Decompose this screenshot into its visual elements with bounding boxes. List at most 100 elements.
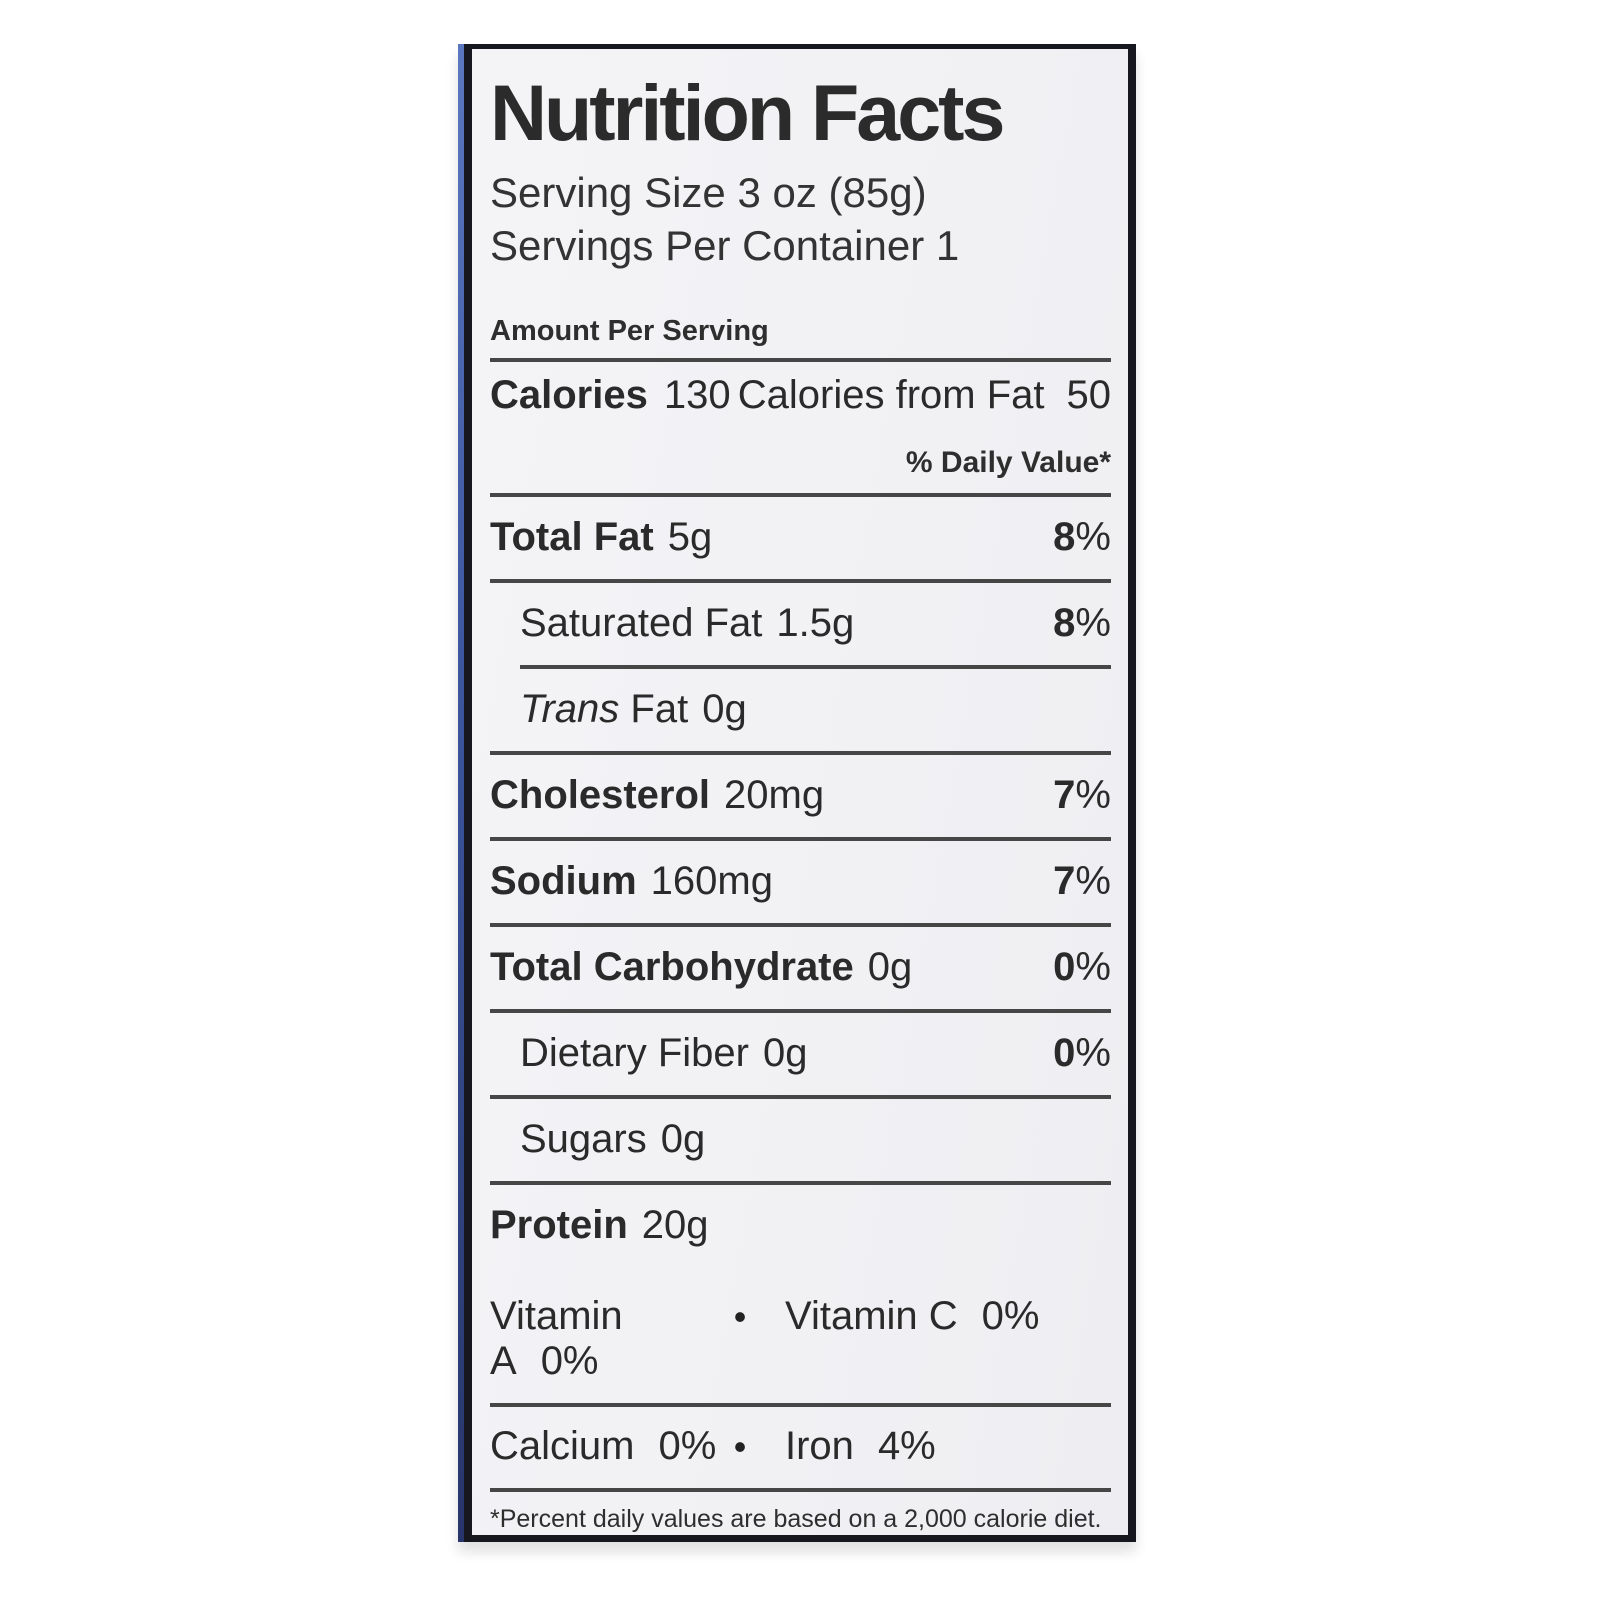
calories-label: Calories — [490, 373, 648, 418]
calories-from-fat: Calories from Fat 50 — [738, 373, 1111, 418]
daily-value-number: 8 — [1053, 515, 1076, 560]
micronutrient-value: 4% — [877, 1424, 936, 1469]
daily-value-header: % Daily Value* — [905, 446, 1111, 480]
rule — [520, 665, 1111, 670]
calories-from-fat-label: Calories from Fat — [737, 373, 1045, 418]
nutrient-amount: 0g — [867, 945, 913, 990]
nutrient-amount: 20g — [641, 1203, 709, 1248]
micronutrient-name: Vitamin C — [785, 1294, 958, 1339]
daily-value-number: 8 — [1053, 601, 1076, 646]
servings-per-container-line: Servings Per Container 1 — [490, 222, 960, 270]
nutrient-name-amount: Saturated Fat 1.5g — [520, 601, 854, 646]
micronutrient-row: Calcium 0% • Iron 4% — [490, 1407, 1111, 1488]
serving-size-line: Serving Size 3 oz (85g) — [490, 168, 927, 216]
nutrient-name: Sodium — [490, 859, 637, 904]
daily-value-percent-sign: % — [1075, 859, 1111, 904]
nutrient-row: Cholesterol 20mg 7% — [490, 755, 1111, 837]
nutrient-name: Protein — [490, 1203, 628, 1248]
nutrient-name-amount: Protein 20g — [490, 1203, 709, 1248]
rule — [490, 923, 1111, 928]
nutrient-name: Sugars — [520, 1117, 647, 1162]
rule — [490, 579, 1111, 584]
nutrient-name-amount: Sodium 160mg — [490, 859, 773, 904]
nutrient-name-amount: Total Fat 5g — [490, 515, 712, 560]
package-edge-blue-strip — [458, 44, 464, 1542]
nutrient-row: Saturated Fat 1.5g 8% — [490, 583, 1111, 665]
rule — [490, 1009, 1111, 1014]
nutrient-amount: 5g — [667, 515, 713, 560]
package-edge: Nutrition Facts Serving Size 3 oz (85g) … — [458, 44, 1136, 1542]
nutrient-daily-value: 8% — [1053, 515, 1111, 560]
nutrient-name: Total Fat — [490, 515, 654, 560]
micronutrient-value: 0% — [658, 1424, 717, 1469]
nutrient-amount: 20mg — [724, 773, 825, 818]
nutrient-daily-value: 0% — [1053, 945, 1111, 990]
nutrient-amount: 0g — [702, 687, 747, 732]
daily-value-percent-sign: % — [1075, 515, 1111, 560]
bullet-separator: • — [733, 1296, 747, 1338]
nutrient-table: Total Fat 5g 8% Saturated Fat 1.5g 8% Trans Fa… — [490, 497, 1111, 1267]
daily-value-number: 7 — [1053, 773, 1076, 818]
micronutrient-right: Iron 4% — [765, 1424, 1111, 1469]
micronutrient-table: Vitamin A 0% • Vitamin C 0% Calcium 0% • Iron 4% — [490, 1277, 1111, 1493]
micronutrient-name: Iron — [785, 1424, 854, 1469]
daily-value-percent-sign: % — [1075, 601, 1111, 646]
bullet-separator: • — [733, 1426, 747, 1468]
daily-value-number: 0 — [1053, 945, 1076, 990]
footnote: *Percent daily values are based on a 2,0… — [490, 1505, 1102, 1534]
rule — [490, 751, 1111, 756]
nutrient-amount: 1.5g — [776, 601, 855, 646]
nutrient-name-amount: Cholesterol 20mg — [490, 773, 824, 818]
nutrient-daily-value: 7% — [1053, 773, 1111, 818]
nutrient-amount: 0g — [660, 1117, 706, 1162]
calories-left: Calories 130 — [490, 373, 731, 418]
nutrient-row: Total Fat 5g 8% — [490, 497, 1111, 579]
nutrient-daily-value: 8% — [1053, 601, 1111, 646]
nutrient-name: Saturated Fat — [520, 601, 763, 646]
micronutrient-left: Vitamin A 0% — [490, 1294, 715, 1384]
nutrient-amount: 0g — [762, 1031, 808, 1076]
rule — [490, 493, 1111, 498]
micronutrient-value: 0% — [540, 1339, 599, 1384]
rule — [490, 1403, 1111, 1408]
nutrient-row: Trans Fat 0g — [490, 669, 1111, 751]
nutrient-name: Dietary Fiber — [520, 1031, 749, 1076]
micronutrient-name: Calcium — [490, 1424, 635, 1469]
nutrition-facts-label: Nutrition Facts Serving Size 3 oz (85g) … — [472, 49, 1128, 1535]
rule — [490, 1488, 1111, 1493]
nutrient-row: Dietary Fiber 0g 0% — [490, 1013, 1111, 1095]
rule — [490, 837, 1111, 842]
micronutrient-right: Vitamin C 0% — [765, 1294, 1111, 1339]
nutrient-daily-value: 0% — [1053, 1031, 1111, 1076]
nutrient-daily-value: 7% — [1053, 859, 1111, 904]
daily-value-percent-sign: % — [1075, 945, 1111, 990]
nutrient-row: Sodium 160mg 7% — [490, 841, 1111, 923]
daily-value-percent-sign: % — [1075, 773, 1111, 818]
nutrient-row: Protein 20g — [490, 1185, 1111, 1267]
label-title: Nutrition Facts — [490, 68, 1005, 157]
amount-per-serving-heading: Amount Per Serving — [490, 315, 769, 348]
daily-value-number: 0 — [1053, 1031, 1076, 1076]
nutrient-row: Sugars 0g — [490, 1099, 1111, 1181]
calories-row: Calories 130 Calories from Fat 50 — [490, 362, 1111, 431]
daily-value-percent-sign: % — [1075, 1031, 1111, 1076]
micronutrient-row: Vitamin A 0% • Vitamin C 0% — [490, 1277, 1111, 1403]
rule — [490, 1095, 1111, 1100]
rule — [490, 1181, 1111, 1186]
micronutrient-left: Calcium 0% — [490, 1424, 717, 1469]
nutrient-name-amount: Total Carbohydrate 0g — [490, 945, 912, 990]
micronutrient-value: 0% — [981, 1294, 1040, 1339]
nutrient-amount: 160mg — [650, 859, 773, 904]
nutrient-name-amount: Dietary Fiber 0g — [520, 1031, 807, 1076]
calories-value: 130 — [663, 373, 731, 418]
nutrient-name: Total Carbohydrate — [490, 945, 854, 990]
nutrient-row: Total Carbohydrate 0g 0% — [490, 927, 1111, 1009]
calories-from-fat-value: 50 — [1066, 373, 1112, 418]
micronutrient-name: Vitamin A — [490, 1294, 623, 1384]
rule — [490, 358, 1111, 363]
daily-value-number: 7 — [1053, 859, 1076, 904]
nutrient-name: Fat — [630, 687, 689, 732]
nutrient-name-amount: Trans Fat 0g — [520, 687, 747, 732]
nutrient-name-amount: Sugars 0g — [520, 1117, 705, 1162]
